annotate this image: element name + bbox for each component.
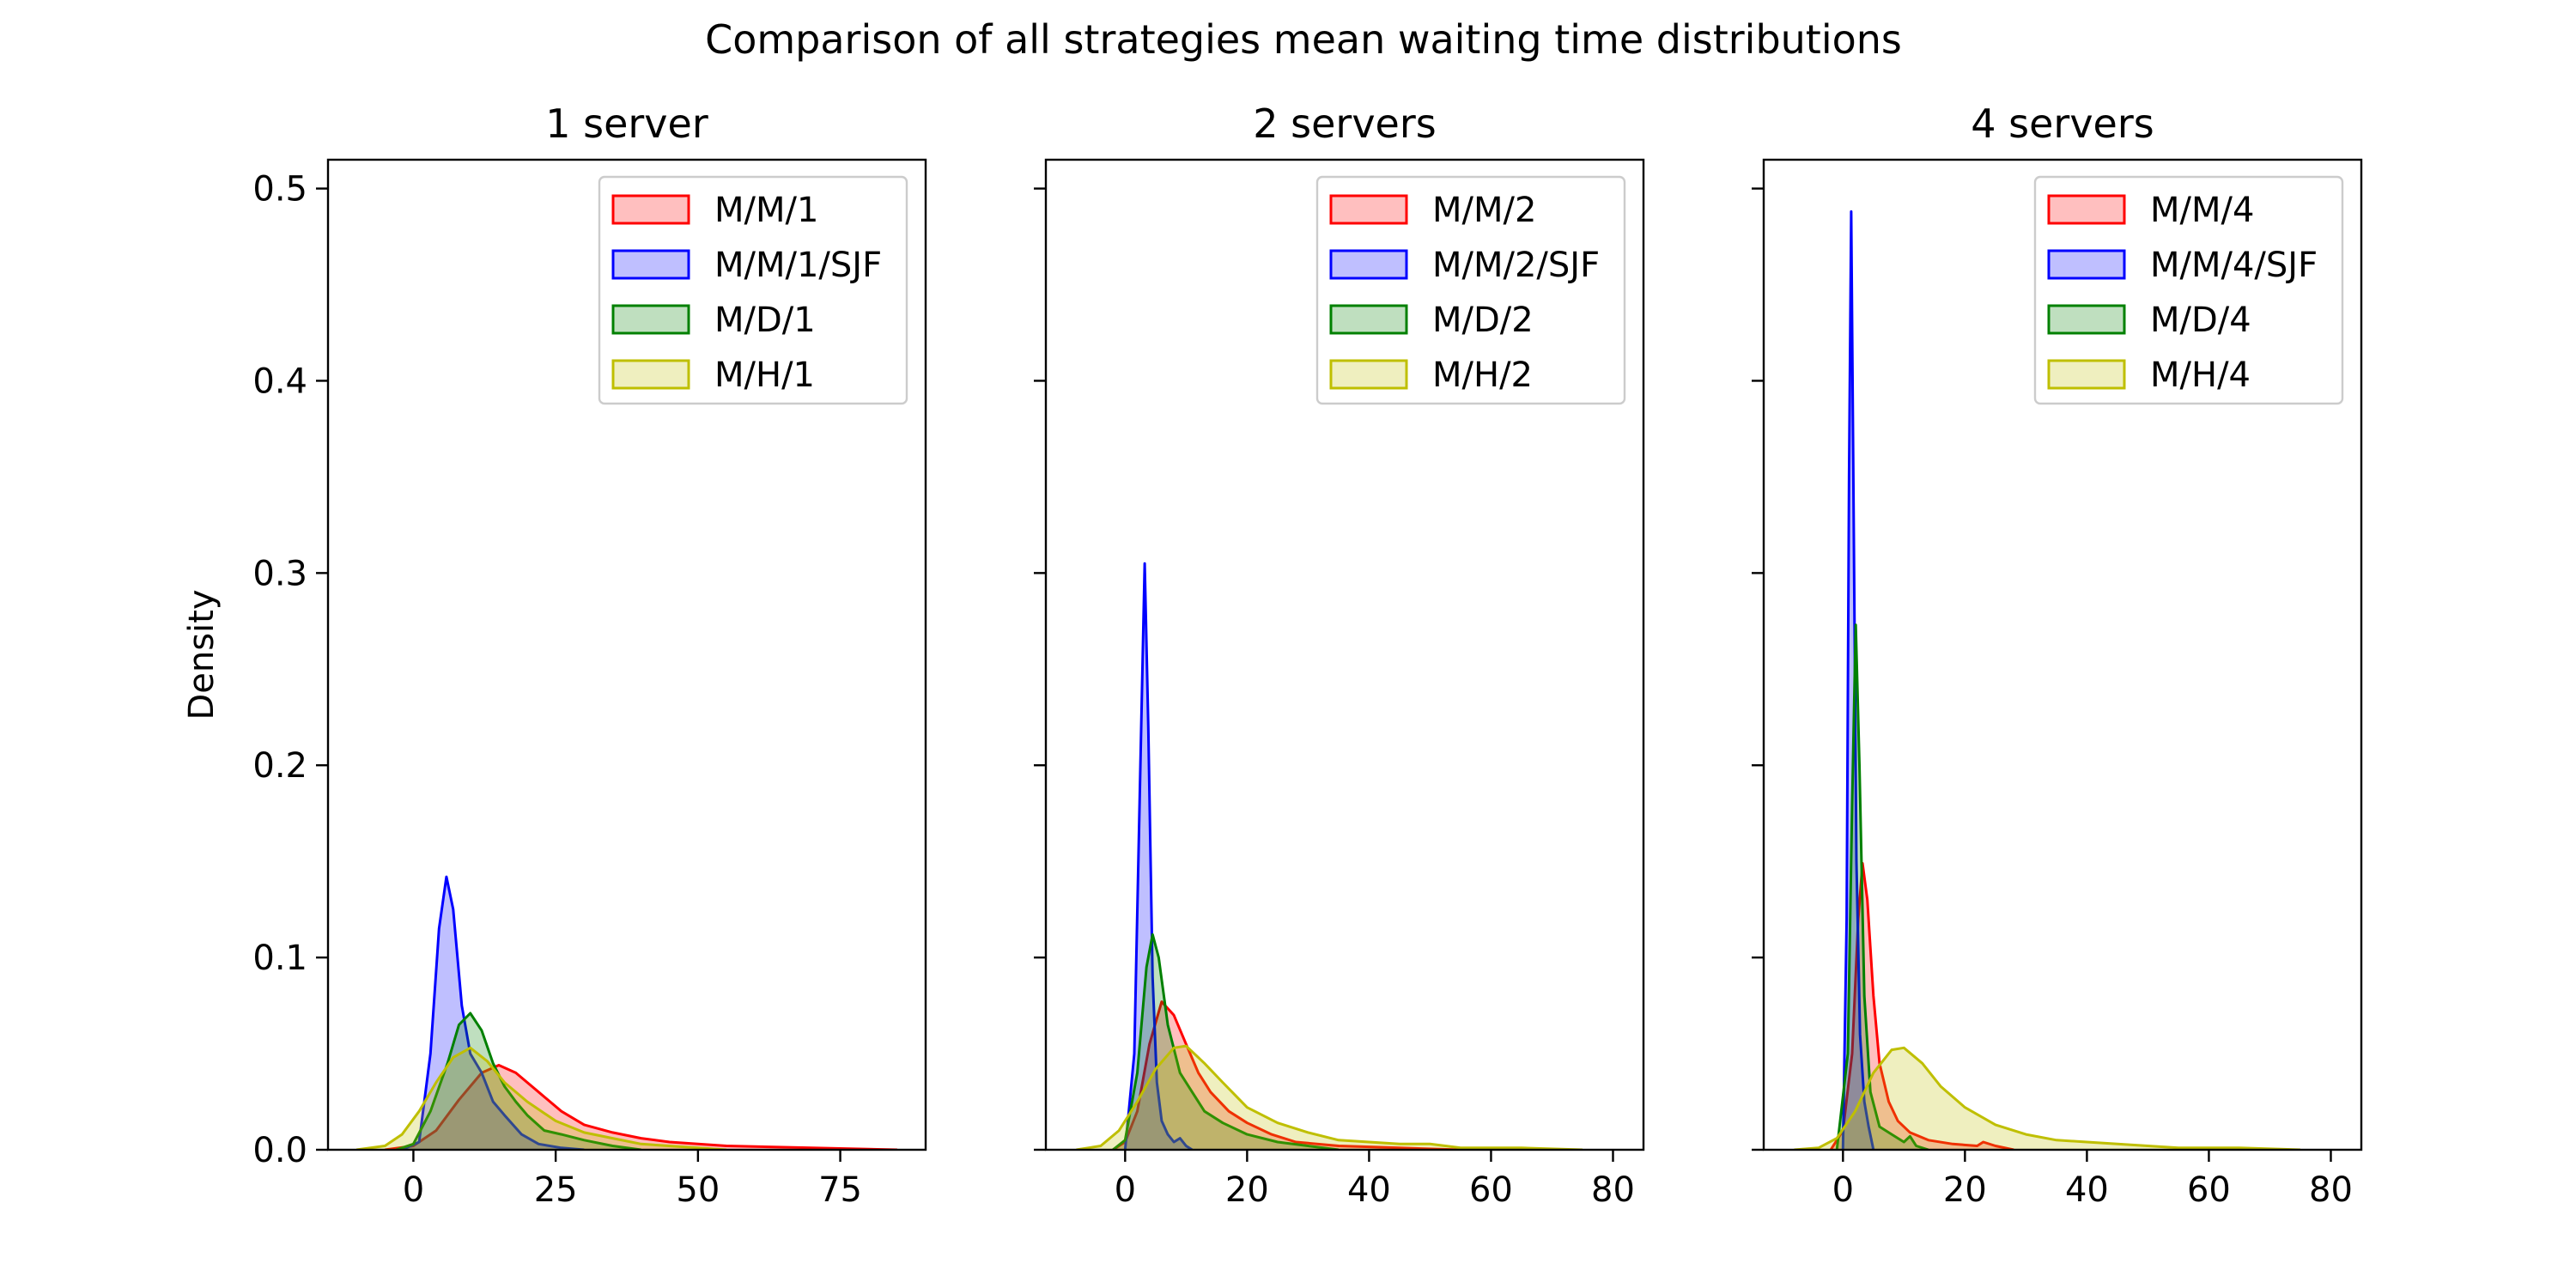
series-line-M/H/4	[1794, 1046, 2301, 1150]
legend-swatch	[611, 304, 690, 335]
series-line-M/M/1	[385, 1064, 897, 1150]
series-layer	[355, 875, 897, 1150]
series-area-M/D/2	[1113, 934, 1339, 1150]
legend-label: M/D/4	[2150, 301, 2251, 340]
subplot-3: 0 20 40 60 80 4 servers M/M/4 M/M/4/SJF M/D/4 M/H…	[1752, 100, 2363, 1210]
y-tick-label: 0.5	[252, 170, 307, 210]
axes-frame	[326, 158, 927, 1151]
x-tick-label: 60	[1469, 1170, 1513, 1210]
series-area-M/D/4	[1837, 624, 1929, 1150]
legend-box	[1315, 175, 1626, 405]
subplot-title: 4 servers	[1971, 100, 2154, 147]
figure-title: Comparison of all strategies mean waitin…	[705, 16, 1902, 63]
series-line-M/H/2	[1076, 1044, 1583, 1150]
legend-box	[2033, 175, 2344, 405]
legend: M/M/4 M/M/4/SJF M/D/4 M/H/4	[2033, 175, 2344, 405]
x-tick-label: 0	[1832, 1170, 1854, 1210]
series-line-M/M/1/SJF	[401, 875, 585, 1150]
legend-label: M/M/2	[1432, 191, 1536, 230]
legend-label: M/H/1	[714, 355, 815, 395]
legend-swatch	[1329, 304, 1408, 335]
series-area-M/M/2	[1113, 1001, 1461, 1150]
series-area-M/H/4	[1794, 1048, 2300, 1150]
legend-swatch	[611, 249, 690, 280]
x-tick-label: 0	[1115, 1170, 1136, 1210]
series-line-M/M/2/SJF	[1123, 562, 1194, 1150]
legend: M/M/1 M/M/1/SJF M/D/1 M/H/1	[598, 175, 908, 405]
legend-label: M/M/1/SJF	[714, 246, 882, 285]
series-area-M/M/4	[1831, 863, 2014, 1150]
legend-label: M/D/2	[1432, 301, 1534, 340]
x-tick-label: 20	[1943, 1170, 1987, 1210]
legend-label: M/D/1	[714, 301, 816, 340]
series-area-M/D/1	[396, 1013, 641, 1150]
x-tick-label: 20	[1225, 1170, 1269, 1210]
series-layer	[1794, 210, 2301, 1150]
x-tick-label: 0	[403, 1170, 424, 1210]
series-area-M/M/1/SJF	[402, 877, 585, 1150]
subplot-1: 0.0 0.1 0.2 0.3 0.4 0.5 0 25 50 75 1 server Density…	[182, 100, 927, 1210]
legend-swatch	[1329, 359, 1408, 390]
series-line-M/M/2	[1112, 1000, 1461, 1150]
y-tick-label: 0.3	[252, 554, 307, 593]
legend-box	[598, 175, 908, 405]
legend-swatch	[1329, 249, 1408, 280]
subplot-2: 0 20 40 60 80 2 servers M/M/2 M/M/2/SJF M/D/2 M/H…	[1034, 100, 1645, 1210]
series-area-M/H/2	[1076, 1046, 1583, 1150]
axes-frame	[1044, 158, 1645, 1151]
legend-swatch	[2047, 249, 2126, 280]
legend-swatch	[611, 194, 690, 225]
subplot-title: 1 server	[545, 100, 708, 147]
legend-label: M/M/2/SJF	[1432, 246, 1600, 285]
y-tick-label: 0.0	[252, 1131, 307, 1170]
legend: M/M/2 M/M/2/SJF M/D/2 M/H/2	[1315, 175, 1626, 405]
legend-swatch	[1329, 194, 1408, 225]
x-tick-label: 40	[1347, 1170, 1391, 1210]
legend-swatch	[2047, 359, 2126, 390]
series-area-M/M/1	[385, 1065, 897, 1150]
x-tick-label: 50	[676, 1170, 720, 1210]
x-tick-label: 40	[2065, 1170, 2109, 1210]
legend-label: M/H/2	[1432, 355, 1533, 395]
x-tick-label: 60	[2187, 1170, 2231, 1210]
y-tick-label: 0.2	[252, 746, 307, 786]
x-tick-label: 75	[818, 1170, 862, 1210]
series-line-M/H/1	[355, 1046, 727, 1150]
legend-label: M/M/1	[714, 191, 818, 230]
legend-label: M/M/4	[2150, 191, 2254, 230]
legend-swatch	[611, 359, 690, 390]
y-tick-label: 0.4	[252, 361, 307, 401]
legend-label: M/H/4	[2150, 355, 2251, 395]
series-layer	[1076, 562, 1583, 1150]
series-line-M/M/4	[1829, 861, 2014, 1150]
x-tick-label: 25	[534, 1170, 578, 1210]
subplot-title: 2 servers	[1253, 100, 1436, 147]
subplot-panels: 0.0 0.1 0.2 0.3 0.4 0.5 0 25 50 75 1 server Density…	[182, 100, 2363, 1210]
series-area-M/H/1	[356, 1048, 726, 1150]
series-line-M/D/4	[1835, 623, 1929, 1150]
legend-swatch	[2047, 304, 2126, 335]
x-tick-label: 80	[1591, 1170, 1635, 1210]
series-line-M/D/2	[1112, 933, 1340, 1150]
axes-frame	[1762, 158, 2363, 1151]
x-tick-label: 80	[2309, 1170, 2353, 1210]
legend-label: M/M/4/SJF	[2150, 246, 2318, 285]
legend-swatch	[2047, 194, 2126, 225]
y-tick-label: 0.1	[252, 939, 307, 978]
y-axis-label: Density	[182, 589, 222, 720]
